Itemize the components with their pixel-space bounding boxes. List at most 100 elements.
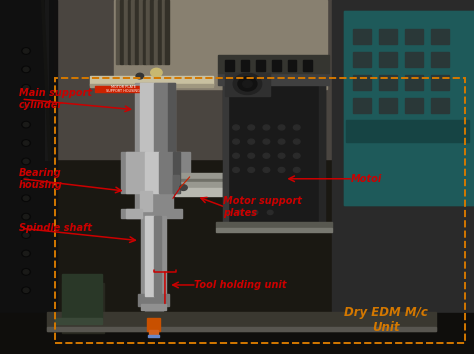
Circle shape	[233, 73, 262, 95]
Bar	[148, 335, 159, 337]
Bar	[344, 11, 474, 205]
Text: Tool holding unit: Tool holding unit	[194, 280, 287, 290]
Bar	[405, 52, 423, 67]
Circle shape	[22, 158, 30, 165]
Bar	[145, 152, 159, 193]
Text: Motoi: Motoi	[351, 174, 382, 184]
Bar	[131, 0, 135, 64]
Bar	[62, 283, 104, 333]
Bar	[218, 55, 329, 73]
Circle shape	[23, 86, 29, 90]
Text: Bearing
housing: Bearing housing	[19, 168, 63, 190]
Circle shape	[22, 269, 30, 275]
Bar	[353, 75, 371, 90]
Bar	[353, 52, 371, 67]
Circle shape	[248, 167, 255, 172]
Bar	[272, 60, 281, 71]
Bar	[135, 83, 175, 154]
Bar	[303, 60, 312, 71]
Bar	[344, 11, 474, 205]
Bar	[353, 98, 371, 113]
Bar	[175, 179, 299, 181]
Circle shape	[293, 153, 300, 158]
Bar	[225, 73, 270, 96]
Bar	[146, 0, 150, 64]
Bar	[0, 0, 57, 354]
Bar	[284, 172, 303, 198]
Bar	[150, 0, 154, 64]
Text: Spindle shaft: Spindle shaft	[19, 223, 92, 233]
Circle shape	[23, 49, 29, 53]
Bar	[154, 83, 168, 154]
Circle shape	[22, 85, 30, 91]
Circle shape	[23, 178, 29, 182]
Bar	[379, 29, 397, 44]
Circle shape	[23, 251, 29, 256]
Bar	[143, 0, 146, 64]
Bar	[139, 0, 142, 64]
Circle shape	[248, 139, 255, 144]
Bar	[120, 0, 123, 64]
Circle shape	[263, 139, 270, 144]
Bar	[95, 86, 152, 92]
Bar	[57, 0, 398, 159]
Bar	[114, 0, 327, 88]
Circle shape	[252, 210, 258, 215]
Circle shape	[23, 233, 29, 237]
Bar	[126, 209, 142, 218]
Bar	[431, 29, 449, 44]
Bar	[126, 152, 145, 193]
Circle shape	[22, 287, 30, 293]
Circle shape	[293, 139, 300, 144]
Bar	[225, 60, 234, 71]
Bar	[168, 83, 175, 154]
Circle shape	[23, 288, 29, 292]
Circle shape	[22, 213, 30, 220]
Bar	[145, 216, 154, 296]
Bar	[141, 216, 166, 296]
Circle shape	[248, 153, 255, 158]
Bar	[0, 0, 52, 354]
Bar	[121, 209, 182, 218]
Bar	[319, 74, 325, 227]
Text: MOTOR PLATE
SUPPORT HOUSING: MOTOR PLATE SUPPORT HOUSING	[106, 85, 140, 93]
Bar	[175, 188, 299, 196]
Circle shape	[263, 167, 270, 172]
Bar	[241, 60, 249, 71]
Bar	[149, 330, 158, 336]
Bar	[218, 73, 329, 85]
Bar	[147, 318, 160, 331]
Bar	[159, 152, 173, 193]
Bar	[121, 152, 190, 193]
Circle shape	[267, 210, 273, 215]
Circle shape	[22, 195, 30, 201]
Circle shape	[263, 153, 270, 158]
Bar	[256, 60, 265, 71]
Circle shape	[23, 141, 29, 145]
Bar	[379, 75, 397, 90]
Bar	[405, 29, 423, 44]
Circle shape	[23, 67, 29, 72]
Bar	[55, 318, 102, 324]
Circle shape	[293, 167, 300, 172]
Bar	[158, 0, 161, 64]
Circle shape	[248, 125, 255, 130]
Circle shape	[263, 125, 270, 130]
Bar	[128, 0, 131, 64]
Circle shape	[22, 177, 30, 183]
Bar	[116, 0, 119, 64]
Bar	[223, 74, 325, 227]
Bar	[145, 309, 163, 319]
Bar	[405, 75, 423, 90]
Bar	[175, 173, 299, 181]
Circle shape	[243, 80, 252, 87]
Bar	[135, 191, 173, 211]
Bar	[47, 312, 436, 331]
Circle shape	[278, 139, 285, 144]
Text: Motor support
plates: Motor support plates	[223, 196, 301, 218]
Bar	[223, 74, 228, 227]
Circle shape	[22, 250, 30, 257]
Bar	[346, 120, 469, 142]
Circle shape	[278, 153, 285, 158]
Circle shape	[180, 185, 187, 190]
